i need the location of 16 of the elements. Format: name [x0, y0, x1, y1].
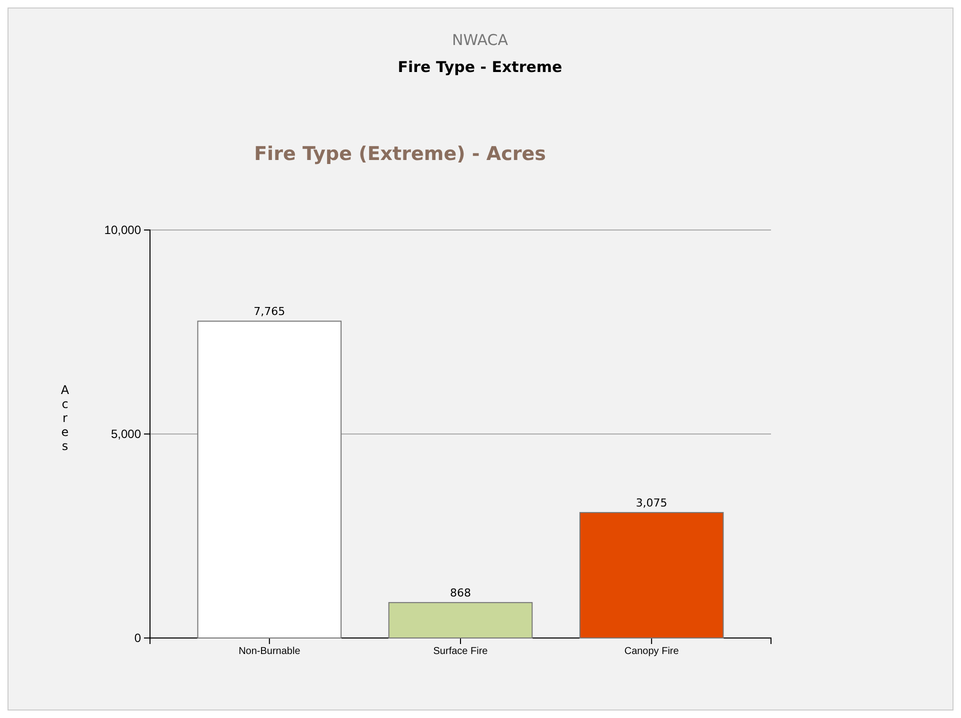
chart-subtitle: Fire Type - Extreme [398, 58, 562, 76]
bar [579, 512, 724, 638]
x-tick-label: Surface Fire [433, 646, 488, 658]
y-axis-title: Acres [60, 383, 70, 453]
bar [388, 602, 533, 638]
data-label: 7,765 [254, 305, 286, 318]
x-tick-label: Non-Burnable [238, 646, 301, 658]
bar [197, 320, 342, 638]
chart-title: NWACA [452, 31, 509, 49]
text: Fire Type (Extreme) - Acres [254, 143, 546, 165]
x-tick-label: Canopy Fire [624, 646, 680, 658]
y-tick-label: 10,000 [104, 222, 142, 237]
data-label: 868 [450, 586, 471, 600]
y-tick-label: 0 [134, 630, 142, 645]
data-label: 3,075 [636, 496, 668, 510]
y-tick-label: 5,000 [110, 426, 142, 441]
